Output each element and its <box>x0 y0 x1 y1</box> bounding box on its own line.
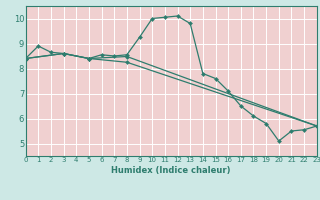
X-axis label: Humidex (Indice chaleur): Humidex (Indice chaleur) <box>111 166 231 175</box>
